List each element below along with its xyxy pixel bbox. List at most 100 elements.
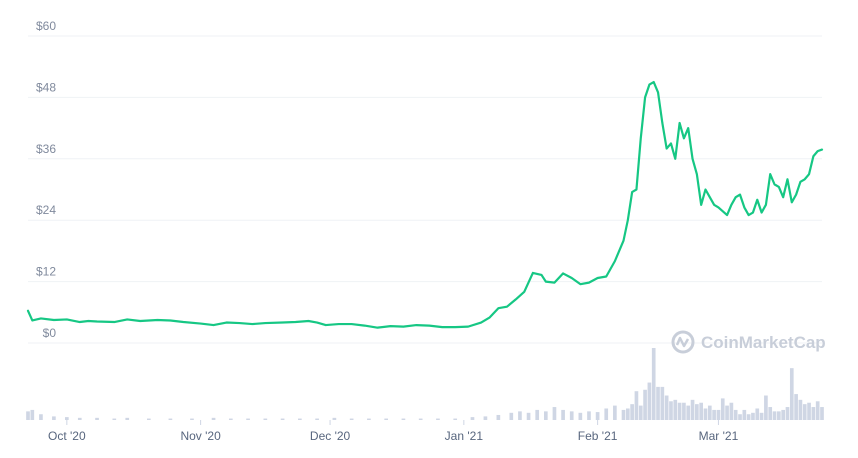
volume-bar xyxy=(716,409,721,420)
volume-bar xyxy=(785,407,790,420)
y-tick-label: $0 xyxy=(43,326,57,340)
volume-bar xyxy=(729,402,734,420)
y-tick-label: $60 xyxy=(36,19,56,33)
volume-bar xyxy=(703,408,708,420)
volume-bar xyxy=(621,409,626,420)
x-tick-label: Dec '20 xyxy=(310,429,351,443)
volume-bar xyxy=(625,408,630,420)
volume-bar xyxy=(677,402,682,420)
watermark: CoinMarketCap xyxy=(671,330,826,354)
volume-bar xyxy=(483,416,488,420)
volume-bar xyxy=(228,418,233,420)
volume-bar xyxy=(569,411,574,420)
volume-bar xyxy=(695,404,699,420)
volume-bar xyxy=(95,417,99,420)
watermark-text: CoinMarketCap xyxy=(701,333,826,352)
volume-bar xyxy=(643,389,647,420)
volume-bar xyxy=(211,417,216,420)
volume-bar xyxy=(772,411,777,420)
volume-bar xyxy=(781,409,785,420)
volume-bar xyxy=(543,411,548,420)
volume-bar xyxy=(794,394,798,420)
volume-bar xyxy=(755,408,760,420)
volume-bar xyxy=(664,395,669,420)
volume-bar xyxy=(746,414,751,420)
volume-bar xyxy=(660,386,665,420)
volume-bar xyxy=(613,405,617,420)
volume-bar xyxy=(707,405,712,420)
volume-bar xyxy=(332,417,337,420)
y-tick-label: $24 xyxy=(36,203,56,217)
volume-bar xyxy=(587,411,591,420)
x-tick-label: Mar '21 xyxy=(699,429,739,443)
volume-bar xyxy=(125,417,130,420)
volume-bar xyxy=(349,418,354,420)
volume-bar xyxy=(384,418,388,420)
volume-bar xyxy=(509,412,514,420)
price-series xyxy=(26,80,824,329)
volume-bar xyxy=(52,416,56,420)
volume-bar xyxy=(518,411,522,420)
volume-bar xyxy=(815,401,820,420)
volume-bar xyxy=(578,412,583,420)
volume-bar xyxy=(768,407,773,420)
x-tick-label: Oct '20 xyxy=(48,429,86,443)
volume-bar xyxy=(647,382,652,420)
volume-bar xyxy=(751,412,755,420)
volume-bar xyxy=(638,405,643,420)
volume-bar xyxy=(682,402,686,420)
x-tick-label: Jan '21 xyxy=(445,429,484,443)
volume-bar xyxy=(39,414,43,420)
volume-bar xyxy=(807,402,811,420)
volume-bar xyxy=(690,399,695,420)
volume-bar xyxy=(535,409,540,420)
volume-bar xyxy=(26,411,30,420)
volume-bar xyxy=(65,417,69,420)
volume-bar xyxy=(470,417,475,420)
y-tick-label: $48 xyxy=(36,80,56,94)
volume-bar xyxy=(777,411,781,420)
volume-bar xyxy=(634,391,639,420)
volume-bar xyxy=(298,418,302,420)
volume-bar xyxy=(190,418,194,420)
volume-bar xyxy=(742,409,747,420)
volume-bar xyxy=(725,405,729,420)
x-axis-ticks: Oct '20 Nov '20 Dec '20 Jan '21 Feb '21 Mar '… xyxy=(48,420,739,443)
volume-bar xyxy=(280,418,285,420)
volume-bar xyxy=(789,368,794,420)
volume-bar xyxy=(720,398,725,420)
volume-bar xyxy=(77,417,82,420)
volume-bar xyxy=(246,418,250,420)
price-line xyxy=(26,80,824,329)
volume-bar xyxy=(367,418,371,420)
volume-bar xyxy=(673,399,678,420)
y-tick-label: $36 xyxy=(36,142,56,156)
y-axis-ticks: $0 $12 $24 $36 $48 $60 xyxy=(36,19,56,340)
volume-bar xyxy=(401,418,406,420)
volume-bar xyxy=(764,395,768,420)
y-tick-label: $12 xyxy=(36,265,56,279)
volume-bar xyxy=(656,386,660,420)
volume-bars xyxy=(26,348,824,420)
x-tick-label: Nov '20 xyxy=(180,429,221,443)
volume-bar xyxy=(146,418,151,420)
volume-bar xyxy=(30,409,35,420)
volume-bar xyxy=(453,418,458,420)
volume-bar xyxy=(811,407,816,420)
volume-bar xyxy=(604,408,609,420)
coinmarketcap-logo-icon xyxy=(671,330,695,354)
volume-bar xyxy=(168,418,173,420)
volume-bar xyxy=(526,412,531,420)
volume-bar xyxy=(759,412,764,420)
volume-bar xyxy=(630,404,634,420)
volume-bar xyxy=(496,414,501,420)
volume-bar xyxy=(651,348,656,420)
volume-bar xyxy=(112,418,117,420)
x-tick-label: Feb '21 xyxy=(578,429,618,443)
volume-bar xyxy=(712,409,716,420)
volume-bar xyxy=(436,418,440,420)
volume-bar xyxy=(595,412,600,420)
volume-bar xyxy=(315,418,319,420)
